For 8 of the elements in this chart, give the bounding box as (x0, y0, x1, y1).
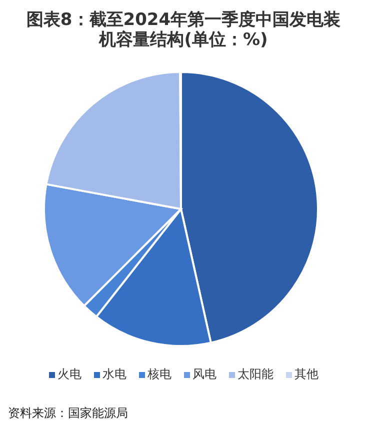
legend-label: 核电 (146, 367, 172, 381)
legend-label: 火电 (56, 367, 82, 381)
chart-title: 图表8：截至2024年第一季度中国发电装机容量结构(单位：%) (25, 10, 342, 50)
text: 资料来源：国家能源局 (8, 405, 128, 422)
legend-label: 太阳能 (236, 367, 274, 381)
legend-label: 风电 (192, 367, 216, 381)
legend-label: 其他 (294, 367, 318, 381)
legend-label: 水电 (102, 367, 126, 381)
